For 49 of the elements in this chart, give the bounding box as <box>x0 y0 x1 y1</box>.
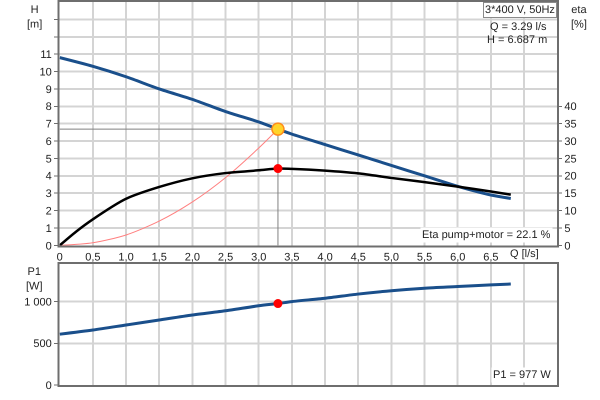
x-tick-label: 6,5 <box>483 251 499 264</box>
x-tick-label: 4,0 <box>317 251 333 264</box>
y2-tick-label: 35 <box>564 118 577 131</box>
x-tick-label: 2,0 <box>184 251 200 264</box>
y2-tick-label: 15 <box>564 188 577 200</box>
y-tick-label: 9 <box>46 84 52 96</box>
y-tick-label: 5 <box>46 153 52 166</box>
annotation: P1 = 977 W <box>493 369 552 381</box>
y-axis-title: P1 [W] <box>26 266 42 292</box>
y2-tick-label: 5 <box>564 222 571 235</box>
y-tick-label: 7 <box>46 118 52 131</box>
x-tick-label: 4,5 <box>350 251 366 264</box>
annotation: Eta pump+motor = 22.1 % <box>422 229 551 241</box>
x-tick-label: 0 <box>56 251 63 264</box>
annotation: Q = 3.29 l/s <box>490 21 548 33</box>
x-tick-label: 3,5 <box>284 251 300 264</box>
annotation: H = 6.687 m <box>487 34 548 46</box>
y-tick-label: 1 <box>46 222 52 235</box>
x-tick-label: 2,5 <box>218 251 234 264</box>
y-tick-label: 2 <box>46 205 52 218</box>
y2-tick-label: 30 <box>564 136 577 148</box>
y-tick-label: 11 <box>40 49 52 62</box>
x-tick-label: 3,0 <box>251 251 266 264</box>
y-tick-label: 3 <box>46 188 52 200</box>
y2-tick-label: 40 <box>564 101 577 114</box>
y-tick-label: 10 <box>40 66 52 78</box>
x-tick-label: 5,0 <box>384 251 400 264</box>
y-tick-label: 0 <box>46 240 52 252</box>
y-tick-label: 1 000 <box>24 296 52 308</box>
x-tick-label: 6,0 <box>450 251 466 264</box>
y2-tick-label: 20 <box>564 170 577 183</box>
y2-axis-title: eta [%] <box>571 4 588 30</box>
x-axis-title: Q [l/s] <box>510 248 539 260</box>
line-series <box>60 282 512 336</box>
y-tick-label: 6 <box>46 136 52 148</box>
y2-tick-label: 0 <box>564 240 571 252</box>
y-tick-label: 8 <box>46 101 52 114</box>
x-tick-label: 1,0 <box>118 251 134 264</box>
line-series <box>60 56 512 200</box>
y-tick-label: 4 <box>46 170 52 183</box>
x-tick-label: 1,5 <box>152 251 167 264</box>
x-tick-label: 0,5 <box>85 251 101 264</box>
annotation: 3*400 V, 50Hz <box>485 4 555 16</box>
y2-tick-label: 10 <box>564 205 577 218</box>
y-tick-label: 0 <box>46 380 52 392</box>
y2-tick-label: 25 <box>564 153 577 166</box>
y-axis-title: H [m] <box>27 4 42 30</box>
y-tick-label: 500 <box>33 338 52 350</box>
x-tick-label: 5,5 <box>416 251 432 264</box>
